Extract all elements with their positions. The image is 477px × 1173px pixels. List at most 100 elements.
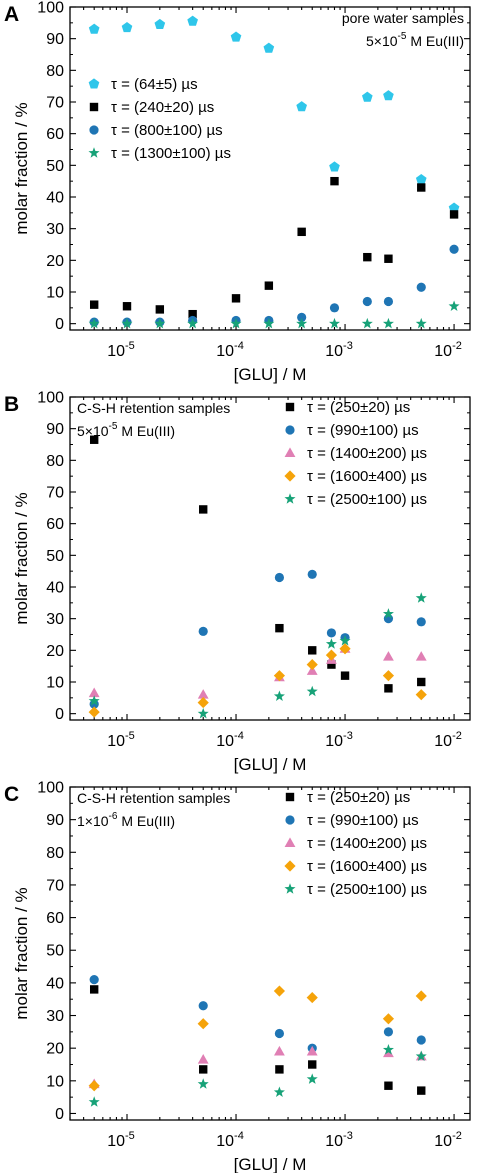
data-point (340, 671, 350, 680)
x-tick-label: 10-5 (107, 1130, 135, 1150)
data-point (274, 1045, 285, 1056)
data-point (188, 309, 197, 319)
y-tick-label: 100 (37, 780, 64, 797)
data-point (448, 202, 460, 213)
legend-marker (284, 883, 296, 894)
y-tick-label: 90 (46, 421, 64, 438)
x-tick-label: 10-5 (107, 340, 135, 360)
data-point (325, 649, 338, 661)
y-tick-label: 60 (46, 516, 64, 533)
data-point (382, 1013, 395, 1025)
y-tick-label: 80 (46, 453, 64, 470)
data-point (383, 296, 394, 307)
data-point (449, 210, 459, 219)
series-1 (89, 176, 459, 319)
data-point (361, 317, 373, 329)
legend-label: τ = (250±20) µs (307, 399, 410, 416)
y-axis-title: molar fraction / % (12, 102, 31, 234)
legend-label: τ = (990±100) µs (307, 812, 419, 829)
data-point (187, 317, 199, 329)
data-point (383, 90, 394, 101)
data-point (382, 670, 395, 682)
data-point (187, 15, 198, 26)
legend-label: τ = (1400±200) µs (307, 445, 427, 462)
data-point (339, 635, 351, 646)
data-point (198, 626, 208, 636)
data-point (325, 638, 337, 649)
data-point (263, 42, 275, 53)
y-tick-label: 90 (46, 31, 64, 48)
data-point (416, 282, 426, 292)
series-0 (88, 15, 460, 213)
y-tick-label: 60 (46, 910, 64, 927)
data-point (275, 1065, 284, 1074)
data-point (382, 608, 394, 619)
data-point (308, 1060, 317, 1069)
data-point (308, 646, 317, 655)
legend-label: τ = (64±5) µs (111, 76, 198, 93)
y-tick-label: 100 (37, 390, 64, 407)
y-tick-label: 20 (46, 1041, 64, 1058)
y-tick-label: 0 (55, 1106, 64, 1123)
x-tick-label: 10-2 (434, 730, 462, 750)
data-point (89, 435, 99, 444)
data-point (306, 685, 318, 697)
data-point (415, 317, 427, 329)
data-point (198, 1001, 208, 1011)
legend-label: τ = (2500±100) µs (307, 491, 427, 508)
data-point (88, 706, 100, 718)
data-point (296, 101, 307, 112)
y-tick-label: 100 (37, 0, 64, 17)
series-0 (89, 985, 426, 1095)
data-point (88, 23, 100, 34)
x-tick-label: 10-4 (216, 1130, 244, 1150)
series-2 (88, 1045, 427, 1089)
x-tick-label: 10-3 (325, 730, 353, 750)
data-point (306, 658, 318, 671)
y-tick-label: 40 (46, 190, 64, 207)
data-point (88, 1080, 100, 1092)
data-point (363, 252, 372, 262)
x-axis-title: [GLU] / M (234, 1155, 307, 1173)
data-point (329, 161, 340, 172)
data-point (415, 592, 427, 603)
data-point (275, 623, 284, 633)
data-point (197, 689, 209, 699)
data-point (415, 689, 427, 701)
annotation-line: C-S-H retention samples (77, 790, 230, 806)
legend-marker (88, 147, 100, 158)
legend-marker (284, 837, 296, 847)
data-point (448, 300, 460, 311)
series-2 (89, 244, 459, 327)
x-tick-label: 10-2 (434, 340, 462, 360)
data-point (306, 1073, 318, 1084)
series-4 (88, 1044, 427, 1107)
y-tick-label: 0 (55, 706, 64, 723)
data-point (273, 1086, 285, 1097)
annotation-line: pore water samples (342, 10, 464, 26)
y-tick-label: 60 (46, 126, 64, 143)
data-point (197, 1018, 209, 1030)
data-point (416, 1035, 426, 1045)
data-point (306, 991, 318, 1004)
data-point (330, 176, 339, 186)
y-tick-label: 20 (46, 643, 64, 660)
y-tick-label: 90 (46, 812, 64, 829)
legend-marker (284, 447, 296, 457)
data-point (197, 1054, 209, 1064)
plot-frame (69, 786, 471, 1121)
data-point (121, 317, 133, 329)
series-4 (88, 592, 427, 719)
data-point (306, 1045, 318, 1056)
y-tick-label: 30 (46, 611, 64, 628)
legend-label: τ = (1400±200) µs (307, 835, 427, 852)
legend-marker (88, 78, 100, 89)
panel-letter: C (4, 783, 19, 806)
annotation-line: C-S-H retention samples (77, 400, 230, 416)
data-point (327, 660, 336, 669)
data-point (307, 569, 317, 579)
chart-panel-a: A 0 10 20 30 40 50 60 70 80 90 100 10-5 10-4 10-3 10-2 [… (4, 0, 471, 384)
data-point (417, 183, 426, 192)
data-point (231, 294, 241, 303)
data-point (415, 651, 427, 661)
